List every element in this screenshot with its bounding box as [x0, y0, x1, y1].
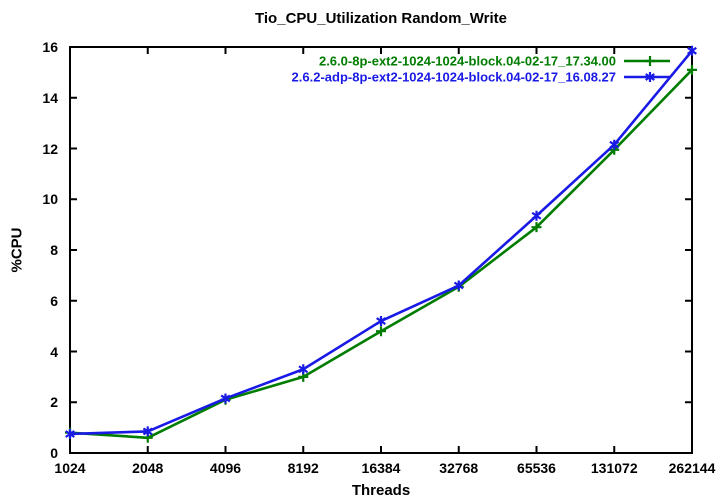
data-point-marker [687, 64, 697, 75]
series-line [69, 49, 694, 436]
data-point-marker [609, 139, 620, 150]
data-point-marker [687, 45, 697, 56]
y-tick-label: 12 [42, 140, 58, 157]
legend-sample-marker [645, 72, 655, 82]
x-tick-label: 1024 [54, 460, 86, 476]
series-line [69, 68, 693, 440]
y-tick-label: 10 [42, 191, 58, 208]
x-tick-label: 4096 [209, 460, 242, 476]
x-tick-label: 131072 [590, 460, 638, 476]
legend-entry-label: 2.6.2-adp-8p-ext2-1024-1024-block.04-02-… [291, 69, 616, 85]
data-point-marker [531, 222, 542, 233]
y-tick-label: 14 [42, 89, 58, 106]
data-point-marker [453, 280, 464, 291]
x-axis-label: Threads [351, 482, 411, 499]
data-point-marker [376, 316, 386, 327]
chart-title: Tio_CPU_Utilization Random_Write [255, 10, 507, 27]
data-point-marker [531, 210, 542, 221]
x-tick-label: 8192 [287, 460, 319, 476]
data-point-marker [65, 428, 75, 439]
legend-entry-label: 2.6.0-8p-ext2-1024-1024-block.04-02-17_1… [318, 53, 616, 69]
data-point-marker [142, 426, 153, 437]
y-tick-label: 8 [50, 242, 58, 258]
x-tick-label: 65536 [517, 460, 556, 476]
data-point-marker [298, 364, 309, 375]
y-tick-label: 0 [50, 445, 58, 461]
plot-border [69, 46, 693, 454]
x-tick-label: 32768 [439, 460, 479, 476]
y-tick-label: 16 [42, 39, 58, 55]
data-point-marker [220, 393, 231, 404]
x-tick-label: 2048 [132, 460, 164, 476]
y-tick-label: 4 [50, 343, 58, 360]
data-point-marker [376, 326, 386, 337]
y-tick-label: 2 [50, 394, 58, 411]
y-tick-label: 6 [50, 292, 58, 309]
x-tick-label: 262144 [668, 460, 716, 476]
legend-sample-marker [645, 56, 655, 66]
x-tick-label: 16384 [361, 460, 401, 476]
